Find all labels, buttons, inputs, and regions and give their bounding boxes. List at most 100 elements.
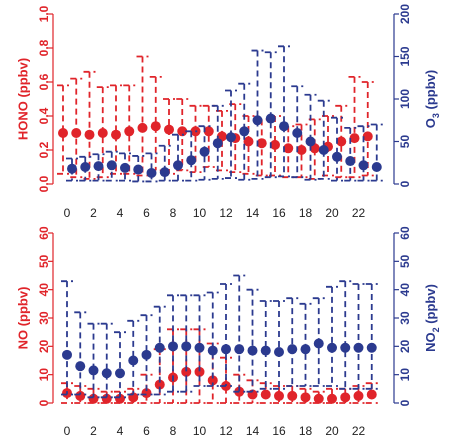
series-right-axis: [66, 45, 383, 183]
right-tick-label: 20: [398, 339, 412, 353]
right-tick-label: 30: [398, 311, 412, 325]
x-tick-label: 22: [352, 206, 366, 220]
x-tick-label: 0: [64, 206, 71, 220]
data-point: [327, 393, 337, 404]
data-point: [336, 136, 347, 147]
left-tick-label: 60: [37, 226, 51, 240]
data-point: [366, 342, 377, 353]
data-point: [186, 155, 197, 166]
data-point: [340, 342, 351, 353]
data-point: [327, 342, 337, 353]
data-point: [141, 349, 152, 360]
x-tick-label: 0: [64, 424, 71, 438]
data-point: [141, 388, 152, 399]
x-tick-label: 2: [90, 424, 97, 438]
left-tick-label: 30: [37, 311, 51, 325]
x-tick-label: 14: [246, 424, 260, 438]
data-point: [362, 131, 373, 142]
data-point: [154, 379, 165, 390]
data-point: [203, 126, 214, 137]
data-point: [318, 145, 329, 155]
x-tick-label: 4: [117, 206, 124, 220]
data-point: [300, 392, 311, 403]
data-point: [313, 338, 324, 349]
right-tick-label: 50: [398, 135, 412, 149]
right-tick-label: 50: [398, 254, 412, 268]
data-point: [239, 126, 250, 137]
data-point: [177, 126, 188, 137]
data-point: [199, 146, 210, 157]
data-point: [159, 167, 170, 178]
data-point: [106, 160, 117, 171]
data-point: [296, 145, 307, 155]
data-point: [353, 342, 364, 353]
x-tick-label: 16: [272, 424, 286, 438]
left-tick-label: 0.6: [37, 73, 51, 90]
data-point: [150, 121, 161, 132]
data-point: [101, 368, 112, 379]
data-point: [133, 164, 144, 175]
data-point: [120, 162, 130, 173]
left-tick-label: 0.8: [37, 39, 51, 56]
data-point: [292, 128, 303, 138]
data-point: [349, 133, 360, 144]
data-point: [252, 115, 263, 126]
left-tick-label: 0.2: [37, 141, 51, 158]
data-point: [274, 390, 284, 401]
x-tick-label: 12: [219, 424, 233, 438]
data-point: [234, 344, 245, 355]
data-point: [274, 347, 284, 357]
data-point: [243, 136, 254, 147]
x-tick-label: 10: [193, 206, 207, 220]
left-tick-label: 0.4: [37, 107, 51, 124]
data-point: [207, 375, 218, 386]
right-tick-label: 10: [398, 368, 412, 382]
data-point: [124, 126, 135, 137]
data-point: [345, 156, 356, 167]
left-tick-label: 20: [37, 339, 51, 353]
data-point: [247, 345, 258, 356]
data-point: [340, 392, 351, 403]
right-tick-label: 200: [398, 4, 412, 24]
data-point: [194, 342, 205, 353]
data-point: [101, 393, 112, 404]
data-point: [115, 368, 125, 379]
data-point: [207, 345, 218, 356]
data-point: [88, 393, 99, 404]
data-point: [181, 366, 192, 377]
left-tick-label: 50: [37, 254, 51, 268]
series-left-axis: [61, 328, 378, 404]
data-point: [270, 139, 280, 150]
data-point: [194, 366, 205, 377]
data-point: [168, 341, 178, 352]
x-tick-label: 10: [193, 424, 207, 438]
data-point: [260, 345, 271, 356]
data-point: [111, 129, 121, 140]
data-point: [128, 355, 139, 366]
data-point: [265, 113, 276, 124]
x-tick-label: 18: [299, 424, 313, 438]
data-point: [358, 160, 369, 171]
x-tick-label: 6: [143, 424, 150, 438]
data-point: [58, 128, 68, 138]
data-point: [305, 136, 316, 147]
data-point: [67, 163, 77, 174]
right-tick-label: 60: [398, 226, 412, 240]
data-point: [137, 122, 148, 133]
left-tick-label: 0: [37, 399, 51, 406]
data-point: [97, 128, 108, 138]
left-tick-label: 10: [37, 368, 51, 382]
data-point: [212, 138, 223, 149]
left-axis-label: HONO (ppbv): [15, 58, 30, 140]
right-axis-label: NO2 (ppbv): [423, 284, 441, 352]
series-left-axis: [57, 55, 374, 180]
data-point: [287, 344, 298, 355]
data-point: [366, 389, 377, 400]
data-point: [332, 151, 342, 162]
data-point: [226, 132, 236, 143]
data-point: [80, 162, 91, 172]
data-point: [181, 341, 192, 352]
